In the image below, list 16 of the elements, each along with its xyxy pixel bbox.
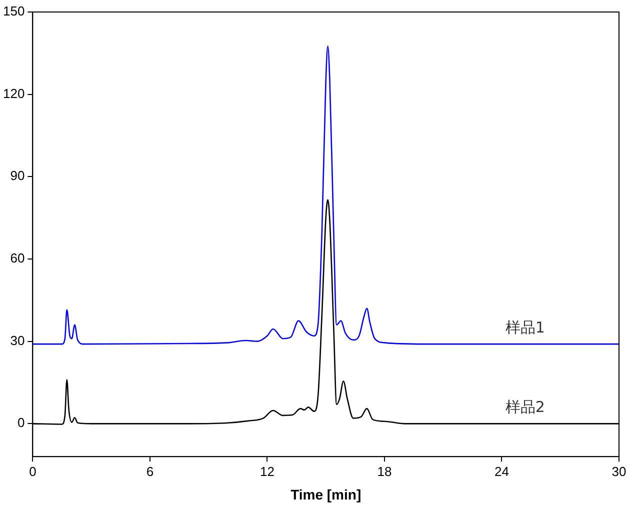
- series-label: 样品1: [505, 318, 545, 336]
- y-tick-label: 120: [2, 86, 25, 101]
- y-tick-label: 0: [17, 415, 25, 430]
- x-tick-label: 30: [612, 464, 626, 479]
- y-tick-label: 150: [2, 4, 25, 19]
- y-tick-label: 30: [10, 332, 25, 348]
- x-tick-label: 0: [29, 464, 36, 479]
- x-tick-label: 12: [260, 464, 274, 479]
- x-tick-label: 18: [377, 464, 392, 479]
- y-tick-label: 60: [10, 250, 25, 266]
- y-tick-label: 90: [10, 168, 25, 184]
- x-tick-label: 6: [146, 464, 154, 479]
- x-tick-label: 24: [494, 464, 509, 479]
- x-axis-title: Time [min]: [290, 486, 362, 502]
- series-label: 样品2: [505, 398, 545, 416]
- line-series: [32, 46, 619, 345]
